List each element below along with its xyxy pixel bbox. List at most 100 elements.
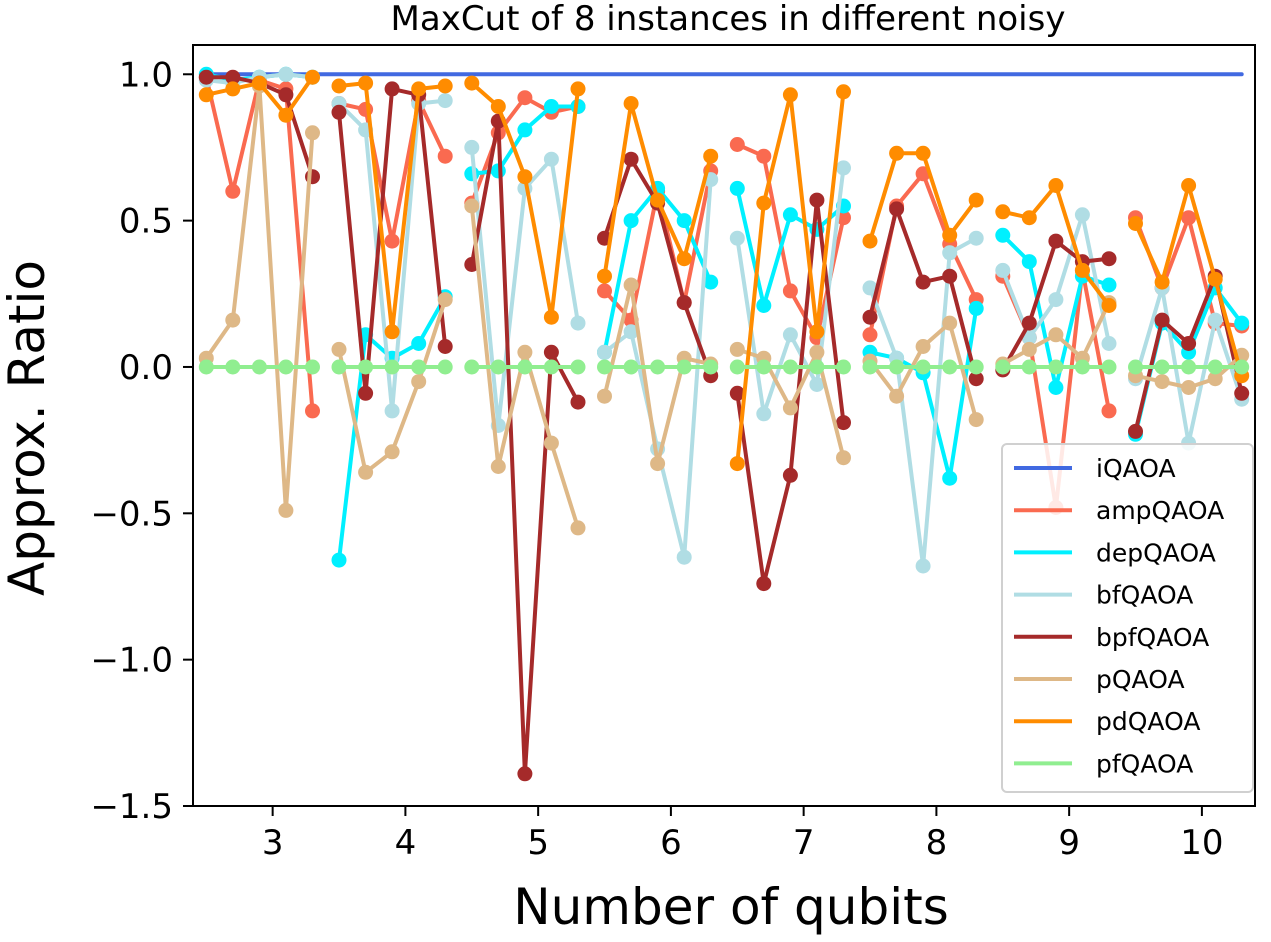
data-point-pQAOA	[384, 444, 400, 460]
data-point-bpfQAOA	[570, 394, 586, 410]
chart-title: MaxCut of 8 instances in different noisy	[391, 0, 1066, 39]
data-point-pQAOA	[915, 339, 931, 354]
data-point-bfQAOA	[1074, 207, 1090, 223]
data-point-pdQAOA	[358, 75, 374, 91]
data-point-pfQAOA	[862, 359, 878, 375]
data-point-pQAOA	[942, 315, 958, 331]
legend-label: ampQAOA	[1096, 496, 1224, 525]
plot-series	[198, 66, 1250, 782]
data-point-pdQAOA	[278, 107, 294, 123]
data-point-pdQAOA	[1021, 210, 1037, 226]
x-tick-label: 8	[926, 823, 948, 863]
data-point-depQAOA	[1021, 254, 1037, 270]
data-point-depQAOA	[676, 213, 692, 229]
data-point-pfQAOA	[756, 359, 772, 375]
legend-label: bpfQAOA	[1096, 623, 1209, 652]
data-point-pfQAOA	[676, 359, 692, 375]
y-tick-label: −0.5	[90, 494, 173, 534]
data-point-pfQAOA	[437, 359, 453, 375]
data-point-bpfQAOA	[1128, 423, 1143, 439]
data-point-pfQAOA	[782, 359, 798, 375]
data-point-ampQAOA	[729, 137, 745, 152]
data-point-pdQAOA	[411, 81, 427, 97]
y-tick-label: 0.0	[119, 348, 173, 388]
data-point-bfQAOA	[384, 403, 400, 419]
data-point-pdQAOA	[676, 251, 692, 267]
data-point-pdQAOA	[331, 78, 347, 94]
data-point-bfQAOA	[942, 245, 958, 261]
data-point-pdQAOA	[995, 204, 1011, 220]
data-point-pdQAOA	[384, 324, 400, 340]
data-point-depQAOA	[995, 227, 1011, 243]
data-point-pfQAOA	[198, 359, 214, 375]
data-point-bpfQAOA	[1021, 315, 1037, 331]
legend-item-pdQAOA: pdQAOA	[1014, 707, 1200, 736]
data-point-pfQAOA	[968, 359, 984, 375]
data-point-pfQAOA	[543, 359, 559, 375]
data-point-pQAOA	[543, 435, 559, 451]
data-point-pQAOA	[1207, 371, 1223, 387]
data-point-pfQAOA	[225, 359, 241, 375]
data-point-pfQAOA	[623, 359, 639, 375]
data-point-bpfQAOA	[331, 104, 347, 120]
data-point-ampQAOA	[782, 283, 798, 299]
legend-label: pfQAOA	[1096, 749, 1193, 778]
data-point-ampQAOA	[305, 403, 320, 419]
data-point-bpfQAOA	[756, 576, 772, 592]
legend-item-iQAOA: iQAOA	[1014, 454, 1176, 483]
data-point-bpfQAOA	[1181, 336, 1197, 351]
data-point-pQAOA	[1154, 374, 1170, 390]
data-point-pQAOA	[411, 374, 427, 390]
data-point-bfQAOA	[570, 315, 586, 331]
data-point-bpfQAOA	[915, 274, 931, 290]
data-point-pQAOA	[570, 520, 586, 536]
x-axis-ticks: 3 4 5 6 7 8 9 10	[262, 806, 1224, 863]
data-point-bpfQAOA	[517, 766, 533, 782]
data-point-pfQAOA	[703, 359, 719, 375]
data-point-pdQAOA	[305, 69, 320, 85]
legend-label: depQAOA	[1096, 538, 1216, 567]
data-point-pfQAOA	[464, 359, 480, 375]
legend-item-bpfQAOA: bpfQAOA	[1014, 623, 1209, 652]
data-point-ampQAOA	[862, 327, 878, 343]
data-point-bpfQAOA	[968, 371, 984, 387]
data-point-bfQAOA	[464, 139, 480, 155]
data-point-bfQAOA	[437, 93, 453, 109]
data-point-ampQAOA	[756, 148, 772, 164]
y-tick-label: 1.0	[119, 55, 173, 95]
data-point-ampQAOA	[437, 148, 453, 164]
data-point-ampQAOA	[384, 233, 400, 249]
data-point-pfQAOA	[331, 359, 347, 375]
data-point-pQAOA	[1181, 380, 1197, 395]
data-point-bfQAOA	[915, 558, 931, 574]
data-point-bpfQAOA	[809, 192, 825, 208]
data-point-pdQAOA	[570, 81, 586, 97]
data-point-bfQAOA	[1207, 312, 1223, 328]
data-point-bpfQAOA	[1048, 233, 1064, 249]
data-point-depQAOA	[942, 470, 958, 486]
data-point-depQAOA	[543, 99, 559, 114]
data-point-ampQAOA	[225, 183, 241, 199]
data-point-pQAOA	[358, 464, 374, 480]
data-point-bpfQAOA	[198, 69, 214, 85]
plot-frame	[192, 44, 1256, 807]
data-point-bfQAOA	[756, 406, 772, 422]
y-axis-ticks: 1.0 0.5 0.0 −0.5 −1.0 −1.5	[90, 55, 193, 827]
data-point-bfQAOA	[1048, 292, 1064, 308]
series-pfQAOA	[198, 359, 1250, 375]
data-point-pQAOA	[1021, 341, 1037, 357]
data-point-pdQAOA	[1181, 178, 1197, 193]
data-point-bfQAOA	[836, 160, 851, 176]
data-point-bpfQAOA	[729, 385, 745, 401]
data-point-pfQAOA	[251, 359, 267, 375]
data-point-bfQAOA	[862, 280, 878, 296]
data-point-pQAOA	[968, 412, 984, 428]
data-point-pfQAOA	[650, 359, 666, 375]
data-point-pdQAOA	[1048, 178, 1064, 193]
data-point-pdQAOA	[225, 81, 241, 97]
data-point-bfQAOA	[782, 327, 798, 343]
data-point-depQAOA	[464, 166, 480, 182]
legend-box	[1001, 443, 1254, 793]
data-point-pdQAOA	[862, 233, 878, 249]
